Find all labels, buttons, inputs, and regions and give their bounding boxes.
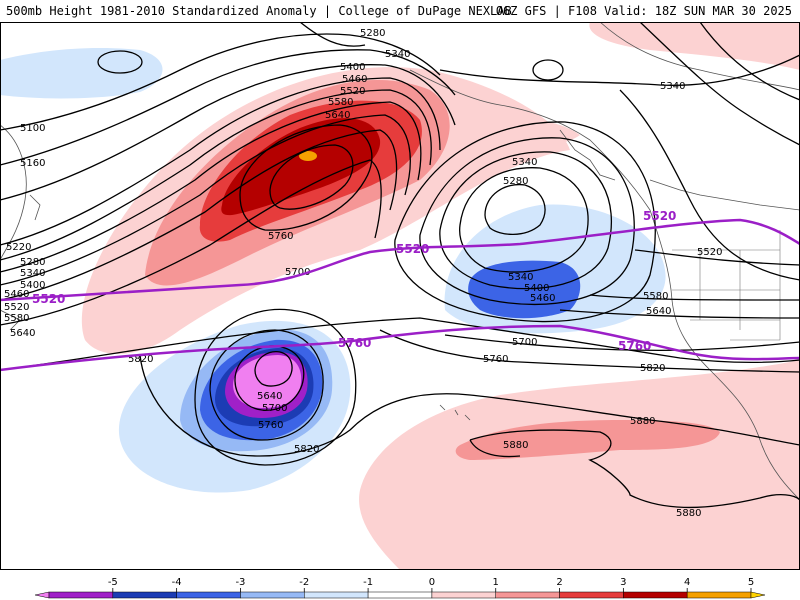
contour-label: 5700	[285, 267, 310, 278]
contour-label: 5280	[20, 257, 45, 268]
colorbar-tick-label: -4	[172, 577, 182, 588]
contour-label: 5880	[676, 508, 701, 519]
contour-label: 5160	[20, 158, 45, 169]
contour-label: 5400	[524, 283, 549, 294]
contour-label: 5820	[128, 354, 153, 365]
colorbar-tick-label: -1	[363, 577, 373, 588]
contour-label: 5640	[257, 391, 282, 402]
contour-label: 5460	[342, 74, 367, 85]
contour-label: 5280	[503, 176, 528, 187]
model-run-info: 06Z GFS | F108 Valid: 18Z SUN MAR 30 202…	[495, 4, 792, 18]
positive-anomaly-northeast	[589, 22, 800, 70]
colorbar-cells	[34, 591, 766, 599]
contour-label: 5760	[338, 336, 371, 350]
colorbar-tick-label: 4	[684, 577, 690, 588]
colorbar-tick-label: 5	[748, 577, 754, 588]
colorbar-cell	[48, 591, 114, 599]
colorbar-cell	[304, 591, 369, 599]
colorbar-tick-label: -2	[299, 577, 309, 588]
contour-label: 5880	[503, 440, 528, 451]
colorbar-tick-label: -3	[235, 577, 245, 588]
contour-label: 5760	[258, 420, 283, 431]
colorbar-cell	[559, 591, 624, 599]
colorbar-tick-label: -5	[108, 577, 118, 588]
anomaly-map: 5100 5160 5220 5280 5340 5400 5460 5520 …	[0, 22, 800, 570]
contour-label: 5340	[512, 157, 537, 168]
height-contours	[0, 22, 800, 509]
positive-anomaly-alaska-coast	[480, 118, 580, 147]
colorbar-cell	[750, 591, 766, 599]
colorbar-cell	[240, 591, 305, 599]
reference-contours	[0, 218, 800, 372]
contour-label: 5340	[660, 81, 685, 92]
contour-label: 5520	[396, 242, 429, 256]
colorbar-cell	[495, 591, 560, 599]
negative-anomaly-northwest	[0, 48, 163, 99]
contour-labels: 5100 5160 5220 5280 5340 5400 5460 5520 …	[4, 28, 722, 519]
colorbar: -5 -4 -3 -2 -1 0 1 2 3 4 5	[0, 570, 800, 600]
contour-label: 5520	[4, 302, 29, 313]
contour-label: 5820	[640, 363, 665, 374]
positive-anomaly-subtropical	[359, 360, 800, 570]
contour-label: 5460	[4, 289, 29, 300]
contour-label: 5580	[4, 313, 29, 324]
colorbar-cell	[176, 591, 241, 599]
contour-label: 5760	[618, 339, 651, 353]
contour-label: 5700	[512, 337, 537, 348]
positive-anomaly-very-strong	[221, 118, 381, 216]
contour-label: 5520	[697, 247, 722, 258]
contour-label: 5400	[340, 62, 365, 73]
contour-label: 5340	[508, 272, 533, 283]
contour-label: 5700	[262, 403, 287, 414]
colorbar-tick-label: 2	[556, 577, 562, 588]
state-borders	[672, 230, 781, 341]
contour-label: 5820	[294, 444, 319, 455]
colorbar-tick-label: 1	[493, 577, 499, 588]
colorbar-cell	[112, 591, 177, 599]
contour-label: 5520	[340, 86, 365, 97]
positive-anomaly-peak	[299, 151, 317, 161]
reference-contour-labels: 5520 5520 5520 5760 5760	[32, 209, 676, 353]
contour-label: 5340	[385, 49, 410, 60]
contour-label: 5640	[325, 110, 350, 121]
contour-label: 5340	[20, 268, 45, 279]
contour-label: 5760	[268, 231, 293, 242]
coastlines	[0, 22, 800, 501]
positive-anomaly-subtropical-moderate	[455, 420, 720, 460]
contour-label: 5580	[643, 291, 668, 302]
contour-label: 5100	[20, 123, 45, 134]
negative-anomaly-cutoff-extreme	[233, 355, 302, 408]
contour-label: 5280	[360, 28, 385, 39]
map-title: 500mb Height 1981-2010 Standardized Anom…	[6, 4, 512, 18]
colorbar-cell	[367, 591, 433, 599]
map-header: 500mb Height 1981-2010 Standardized Anom…	[0, 0, 800, 23]
colorbar-tick-labels: -5 -4 -3 -2 -1 0 1 2 3 4 5	[108, 577, 754, 592]
colorbar-tick-label: 0	[429, 577, 435, 588]
contour-label: 5880	[630, 416, 655, 427]
colorbar-cell	[34, 591, 50, 599]
contour-label: 5580	[328, 97, 353, 108]
colorbar-cell	[623, 591, 688, 599]
colorbar-cell	[431, 591, 496, 599]
contour-label: 5400	[20, 280, 45, 291]
colorbar-cell	[686, 591, 752, 599]
contour-label: 5640	[10, 328, 35, 339]
contour-label: 5760	[483, 354, 508, 365]
contour-label: 5520	[32, 292, 65, 306]
contour-label: 5460	[530, 293, 555, 304]
contour-label: 5520	[643, 209, 676, 223]
contour-label: 5640	[646, 306, 671, 317]
contour-label: 5220	[6, 242, 31, 253]
colorbar-tick-label: 3	[620, 577, 626, 588]
